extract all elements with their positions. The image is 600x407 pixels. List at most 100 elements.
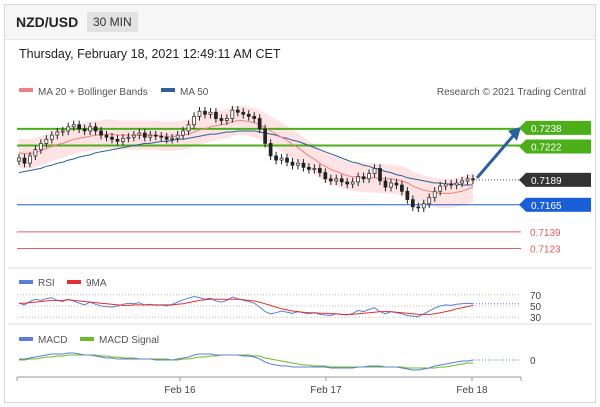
candle-body: [137, 132, 142, 136]
level-arrow-0.7238: [519, 120, 526, 135]
level-label-0.7222: 0.7222: [531, 143, 562, 154]
macd-tick-label: 0: [530, 356, 536, 367]
datetime-label: Thursday, February 18, 2021 12:49:11 AM …: [19, 47, 281, 61]
x-tick-label: Feb 18: [456, 385, 488, 396]
candle-body: [317, 168, 322, 173]
candle-body: [225, 118, 229, 121]
candle-body: [389, 182, 393, 188]
rsi-tick-label: 50: [530, 302, 542, 313]
candle-body: [339, 178, 344, 183]
candle-body: [263, 128, 267, 144]
candles: [17, 106, 475, 213]
macd-legend-swatch: [19, 337, 33, 341]
candle-body: [279, 157, 284, 161]
candle-body: [208, 111, 213, 115]
x-tick-label: Feb 16: [164, 385, 196, 396]
candle-body: [175, 134, 180, 139]
bollinger-band: [19, 106, 473, 208]
header-bar: NZD/USD 30 MIN: [5, 5, 595, 40]
candle-body: [427, 197, 432, 205]
macd-signal-line: [19, 354, 473, 369]
candle-body: [274, 155, 278, 161]
candle-body: [153, 134, 158, 137]
x-axis-ticks: Feb 16 Feb 17 Feb 18: [16, 377, 522, 396]
copyright-label: Research © 2021 Trading Central: [437, 87, 586, 98]
candle-body: [454, 182, 459, 186]
level-arrow-0.7222: [519, 139, 526, 154]
bollinger-band-area: [19, 106, 473, 208]
candle-body: [361, 176, 366, 180]
candle-body: [39, 143, 43, 151]
candle-body: [203, 110, 207, 115]
macd-line: [19, 352, 474, 371]
candle-body: [159, 135, 164, 138]
candle-body: [394, 182, 399, 186]
candle-body: [132, 134, 136, 138]
candle-body: [443, 183, 448, 187]
candle-body: [372, 168, 377, 174]
pair-title: NZD/USD: [16, 14, 79, 30]
projection: [475, 126, 521, 179]
candle-body: [400, 184, 404, 192]
candle-body: [99, 130, 103, 136]
level-box-0.7222: [526, 139, 591, 154]
candle-body: [88, 126, 92, 132]
ma20-legend-swatch: [19, 88, 33, 92]
macd-legend-label: MACD: [38, 335, 67, 346]
candle-body: [307, 167, 311, 170]
candle-body: [421, 203, 426, 209]
ma50-legend-label: MA 50: [180, 87, 209, 98]
candle-body: [438, 185, 443, 192]
ma20-legend-label: MA 20 + Bollinger Bands: [38, 87, 148, 98]
rsi-line: [18, 295, 474, 318]
candle-body: [268, 143, 273, 157]
candle-body: [460, 180, 464, 184]
timeframe-button[interactable]: 30 MIN: [87, 12, 138, 32]
candle-body: [104, 134, 109, 138]
candle-body: [296, 162, 300, 166]
candle-body: [334, 178, 339, 182]
candle-body: [432, 190, 437, 198]
candle-body: [405, 190, 410, 200]
candle-body: [142, 132, 147, 138]
candle-body: [93, 126, 98, 132]
candle-body: [28, 155, 32, 164]
candle-body: [383, 180, 388, 188]
candle-body: [66, 126, 71, 132]
candle-body: [416, 206, 421, 209]
level-box-0.7238: [526, 120, 591, 135]
candle-body: [71, 124, 76, 128]
projection-arrow-head: [508, 126, 521, 141]
chart-frame: NZD/USD 30 MIN Thursday, February 18, 20…: [4, 4, 596, 403]
candle-body: [44, 138, 49, 144]
candle-body: [257, 118, 262, 130]
ma20-line: [18, 120, 474, 194]
candle-body: [181, 130, 185, 136]
candle-body: [121, 137, 125, 142]
candle-body: [356, 176, 360, 183]
current-price-arrow: [519, 172, 526, 187]
candle-body: [33, 149, 38, 157]
level-arrow-0.7165: [519, 197, 526, 212]
candle-body: [301, 162, 306, 168]
macd-panel: 0: [19, 352, 536, 371]
rsi-tick-label: 30: [530, 313, 542, 324]
moving-averages: [18, 120, 474, 194]
candle-body: [471, 178, 475, 181]
x-tick-label: Feb 17: [310, 385, 342, 396]
candle-body: [246, 113, 251, 117]
candle-body: [77, 124, 82, 130]
candle-body: [312, 168, 317, 170]
candle-body: [367, 173, 371, 180]
candle-body: [126, 136, 131, 139]
candle-body: [252, 116, 257, 119]
candle-body: [449, 183, 453, 186]
rsi-legend-label: RSI: [38, 278, 55, 289]
candle-body: [241, 111, 246, 115]
candle-body: [55, 131, 60, 136]
candle-body: [290, 161, 295, 166]
ma9-legend-label: 9MA: [86, 278, 107, 289]
ma9-line: [19, 298, 474, 315]
